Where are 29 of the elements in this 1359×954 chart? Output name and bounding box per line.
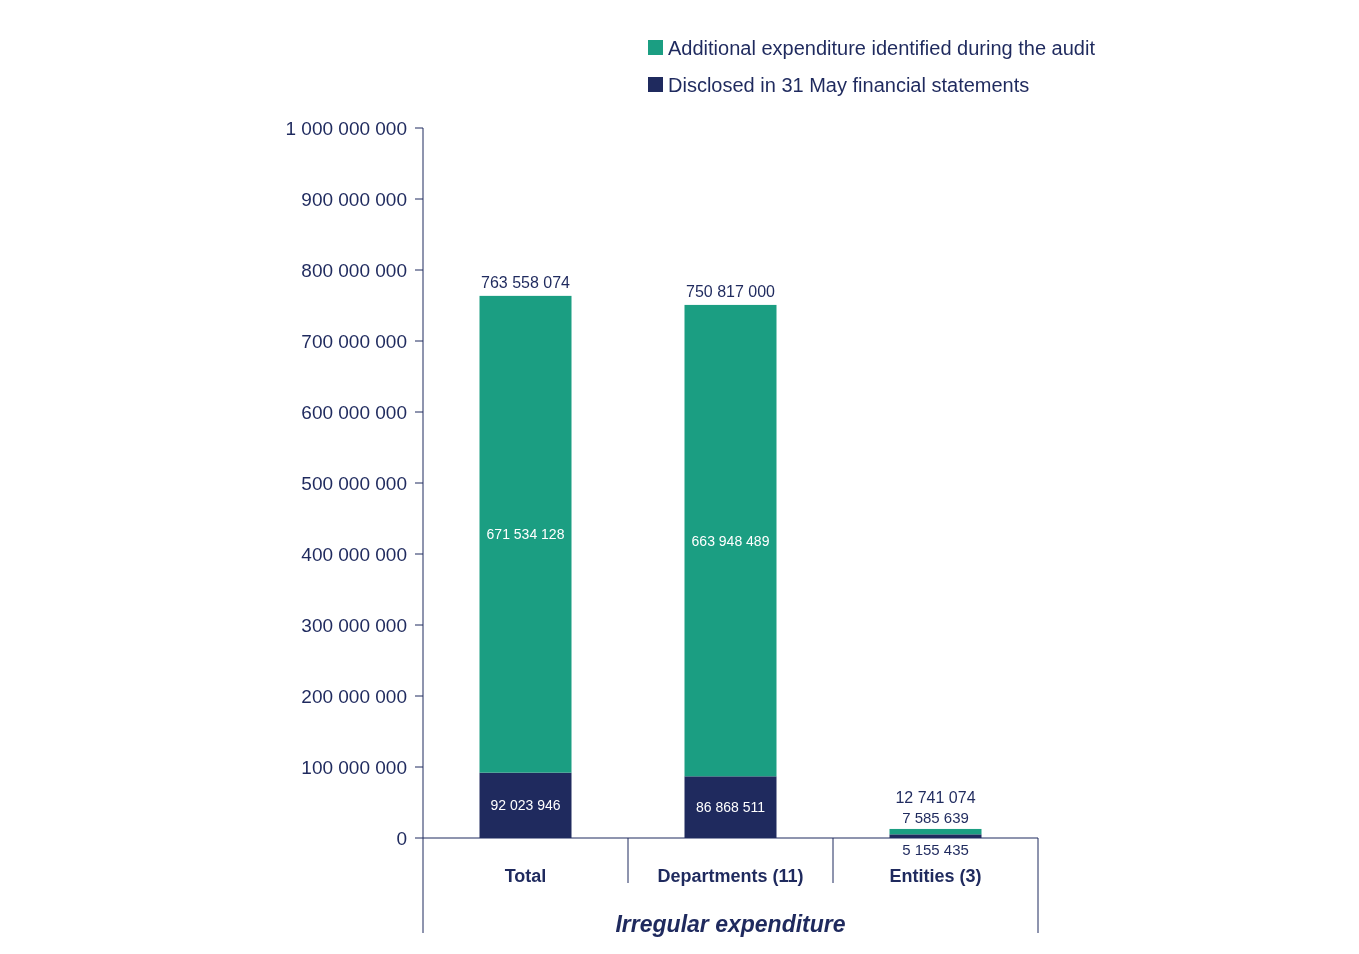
y-tick-label: 200 000 000 — [301, 685, 407, 707]
bar — [684, 304, 777, 777]
x-tick-label: Entities (3) — [889, 866, 982, 886]
y-tick-label: 800 000 000 — [301, 259, 407, 281]
y-tick-label: 100 000 000 — [301, 756, 407, 778]
y-tick-label: 1 000 000 000 — [285, 117, 407, 139]
x-tick-label: Departments (11) — [657, 866, 804, 886]
bar — [479, 295, 572, 773]
total-label: 750 817 000 — [686, 282, 776, 300]
y-tick-label: 600 000 000 — [301, 401, 407, 423]
data-label: 5 155 435 — [902, 841, 969, 858]
data-label: 7 585 639 — [902, 808, 969, 826]
y-tick-label: 300 000 000 — [301, 614, 407, 636]
data-label: 671 534 128 — [486, 526, 565, 543]
data-label: 663 948 489 — [691, 532, 770, 549]
total-label: 12 741 074 — [895, 788, 976, 806]
x-axis-title: Irregular expenditure — [615, 911, 846, 937]
data-label: 86 868 511 — [695, 799, 766, 816]
y-tick-label: 700 000 000 — [301, 330, 407, 352]
y-tick-label: 400 000 000 — [301, 543, 407, 565]
total-label: 763 558 074 — [481, 273, 571, 291]
x-tick-label: Total — [504, 866, 547, 886]
legend-label: Disclosed in 31 May financial statements — [668, 74, 1030, 96]
y-tick-label: 0 — [396, 827, 407, 849]
legend-label: Additional expenditure identified during the audit — [668, 37, 1096, 59]
y-tick-label: 500 000 000 — [301, 472, 407, 494]
bar — [889, 828, 982, 835]
data-label: 92 023 946 — [490, 797, 561, 814]
y-tick-label: 900 000 000 — [301, 188, 407, 210]
